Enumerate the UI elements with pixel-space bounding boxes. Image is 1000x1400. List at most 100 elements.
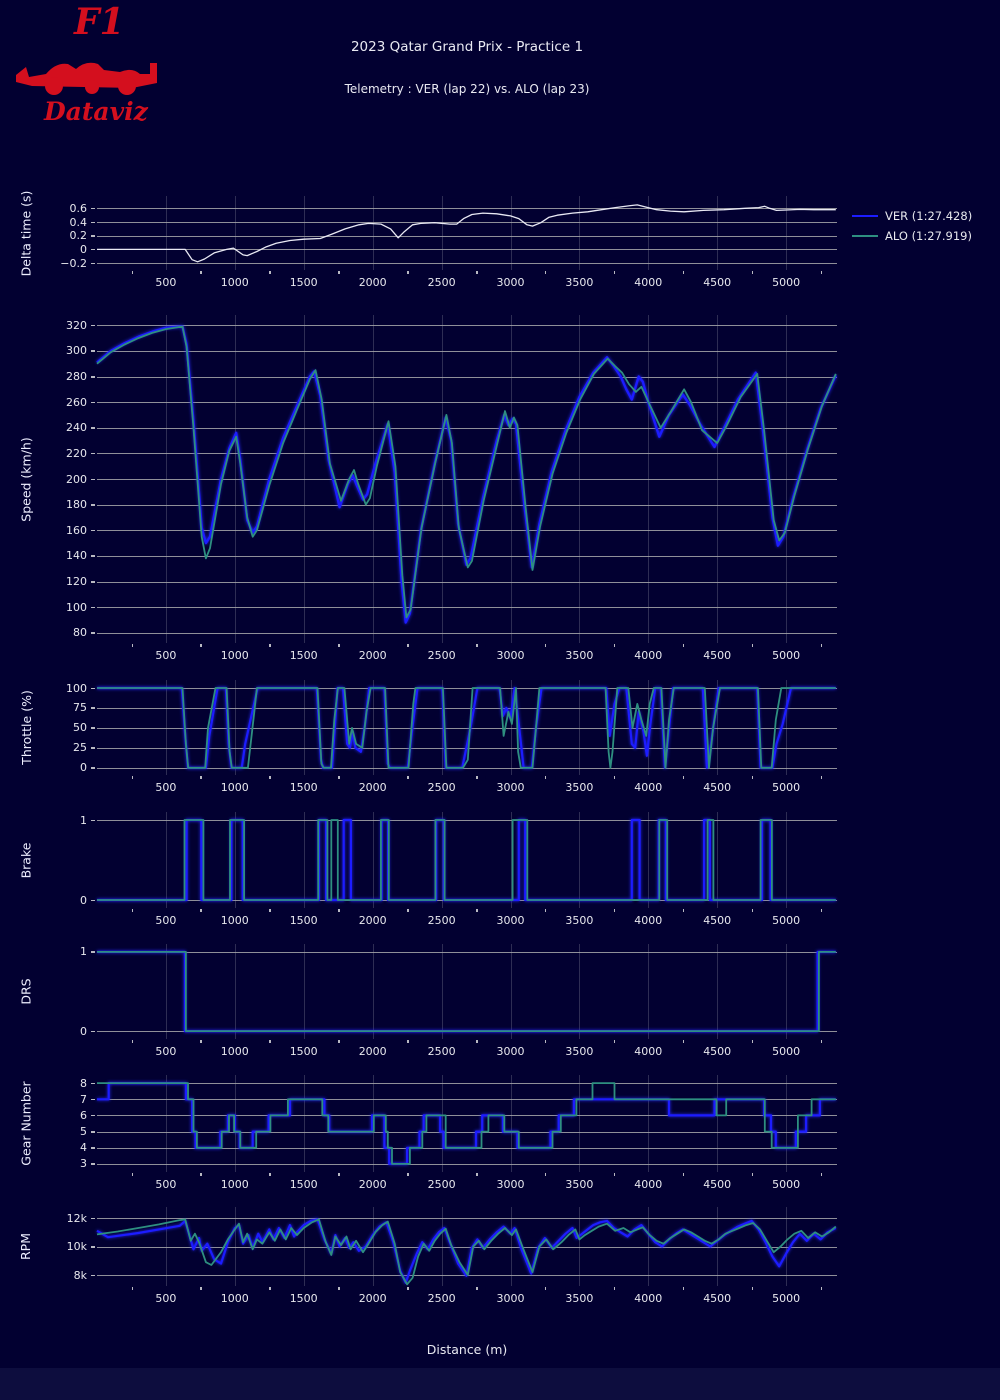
x-tick-label: 2000 <box>358 649 387 662</box>
x-tick-label: 1500 <box>289 1178 318 1191</box>
x-tick-minor <box>407 776 409 779</box>
y-tick-label: 320 <box>66 318 87 332</box>
grid-line-vertical <box>441 812 443 908</box>
grid-line-vertical <box>510 944 512 1039</box>
grid-line-vertical <box>786 1075 788 1172</box>
y-tick-mark <box>91 1082 95 1085</box>
legend-label-ver: VER (1:27.428) <box>885 209 973 223</box>
y-tick-label: 0 <box>80 1024 87 1038</box>
chart-gear-canvas <box>97 1082 836 1165</box>
x-tick-label: 3000 <box>496 276 525 289</box>
grid-line-horizontal <box>97 504 837 506</box>
y-tick-mark <box>91 427 95 429</box>
grid-line-vertical <box>717 944 719 1039</box>
grid-line-horizontal <box>97 707 837 709</box>
grid-line-vertical <box>717 812 719 908</box>
x-tick-label: 3500 <box>565 276 594 289</box>
x-tick-minor <box>820 644 823 647</box>
grid-line-horizontal <box>97 555 837 557</box>
x-tick-label: 5000 <box>772 276 801 289</box>
grid-line-vertical <box>165 196 167 270</box>
x-tick-minor <box>476 1173 478 1176</box>
y-tick-label: 4 <box>80 1141 87 1155</box>
x-tick-minor <box>820 1287 823 1290</box>
grid-line-horizontal <box>97 479 837 480</box>
grid-line-horizontal <box>97 767 837 769</box>
grid-line-horizontal <box>97 325 837 327</box>
x-tick-minor <box>269 644 271 647</box>
x-tick-label: 1000 <box>220 781 249 794</box>
x-tick-minor <box>476 1287 478 1290</box>
series-line-alo <box>96 1218 837 1286</box>
y-tick-label: 1 <box>80 945 87 959</box>
x-tick-minor <box>200 271 202 274</box>
grid-line-vertical <box>441 196 443 270</box>
x-tick-label: 1000 <box>220 1178 249 1191</box>
grid-line-horizontal <box>97 1246 837 1248</box>
grid-line-vertical <box>786 944 788 1039</box>
x-tick-minor <box>476 644 478 647</box>
y-tick-mark <box>91 767 95 769</box>
x-tick-minor <box>682 909 685 912</box>
y-tick-label: 260 <box>66 395 87 409</box>
grid-line-vertical <box>648 944 650 1039</box>
y-axis-label-delta-time: Delta time (s) <box>11 190 41 276</box>
y-tick-label: 8 <box>80 1076 87 1090</box>
grid-line-horizontal <box>97 222 837 223</box>
series-line-ver <box>97 818 836 902</box>
x-tick-minor <box>200 909 202 912</box>
x-tick-label: 2000 <box>358 1178 387 1191</box>
y-tick-label: 220 <box>66 446 87 460</box>
x-tick-label: 1500 <box>289 781 318 794</box>
y-axis-label-text: Speed (km/h) <box>18 436 34 522</box>
x-tick-label: 5000 <box>772 781 801 794</box>
x-tick-label: 500 <box>155 1292 177 1305</box>
chart-drs: DRS 0 1 500 1000 1500 2000 2500 3000 3500 4000 4500… <box>19 944 837 1058</box>
x-tick-label: 1500 <box>289 276 318 289</box>
series-line-alo <box>96 325 837 619</box>
legend-label-alo: ALO (1:27.919) <box>885 229 972 243</box>
grid-line-horizontal <box>97 820 837 821</box>
x-tick-label: 5000 <box>772 1178 801 1191</box>
grid-line-horizontal <box>97 453 837 455</box>
x-tick-label: 4000 <box>634 914 663 927</box>
grid-line-vertical <box>510 680 512 775</box>
x-tick-label: 2500 <box>427 914 456 927</box>
y-tick-mark <box>91 262 95 265</box>
y-axis-label-throttle: Throttle (%) <box>11 680 41 775</box>
x-tick-label: 4000 <box>634 276 663 289</box>
grid-line-horizontal <box>97 1131 837 1133</box>
x-tick-label: 1000 <box>220 276 249 289</box>
x-tick-label: 2500 <box>427 276 456 289</box>
y-tick-mark <box>91 207 95 210</box>
y-tick-mark <box>91 1274 95 1276</box>
x-tick-label: 4000 <box>634 649 663 662</box>
page-subtitle: Telemetry : VER (lap 22) vs. ALO (lap 23… <box>344 82 590 96</box>
x-tick-label: 4000 <box>634 1292 663 1305</box>
grid-line-horizontal <box>97 235 837 237</box>
grid-line-vertical <box>441 680 443 775</box>
f1-dataviz-logo: F1 Dataviz <box>0 0 190 140</box>
x-tick-label: 3500 <box>565 914 594 927</box>
x-tick-minor <box>338 271 340 274</box>
y-tick-mark <box>91 1131 95 1133</box>
x-tick-label: 3000 <box>496 781 525 794</box>
y-tick-mark <box>91 529 95 532</box>
y-tick-label: 100 <box>66 681 87 695</box>
x-tick-minor <box>613 1173 616 1176</box>
y-tick-mark <box>91 478 95 480</box>
grid-line-vertical <box>579 196 581 270</box>
x-tick-minor <box>820 271 823 274</box>
y-tick-mark <box>91 376 95 378</box>
x-tick-minor <box>407 1287 409 1290</box>
x-tick-minor <box>131 909 133 912</box>
x-tick-label: 2500 <box>427 649 456 662</box>
series-line-alo <box>97 951 836 1032</box>
y-tick-label: 7 <box>80 1092 87 1106</box>
grid-line-horizontal <box>97 376 837 378</box>
x-tick-minor <box>682 1040 685 1043</box>
y-tick-label: 50 <box>73 721 87 735</box>
x-tick-label: 3000 <box>496 1292 525 1305</box>
grid-line-vertical <box>510 812 512 908</box>
x-tick-label: 2500 <box>427 781 456 794</box>
